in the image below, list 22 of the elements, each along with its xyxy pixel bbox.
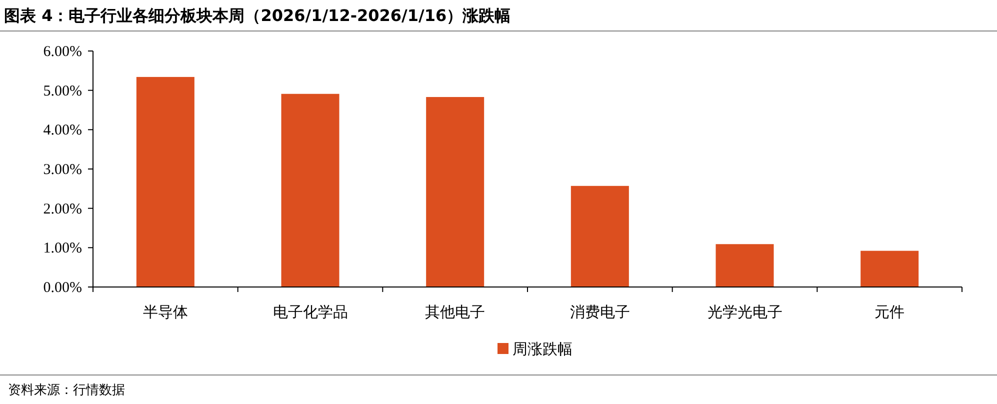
title: 图表 4：电子行业各细分板块本周（2026/1/12-2026/1/16）涨跌幅: [4, 6, 511, 25]
y-tick-label: 0.00%: [43, 280, 82, 296]
x-tick-label: 元件: [874, 303, 905, 321]
x-tick-label: 光学光电子: [707, 303, 782, 321]
bar: [281, 94, 340, 287]
x-tick-label: 电子化学品: [272, 303, 348, 321]
bar: [860, 250, 919, 287]
y-tick-label: 1.00%: [43, 240, 82, 257]
bar: [716, 244, 774, 287]
y-tick-label: 6.00%: [43, 44, 82, 60]
x-tick-label: 其他电子: [425, 303, 486, 321]
y-tick-label: 5.00%: [43, 83, 82, 100]
y-tick-label: 4.00%: [43, 122, 82, 139]
x-tick-label: 半导体: [142, 303, 188, 321]
bar: [570, 186, 629, 287]
text: 资料来源：行情数据: [8, 383, 125, 398]
y-tick-label: 3.00%: [43, 162, 82, 178]
bar: [426, 97, 484, 287]
legend-label: 周涨跌幅: [512, 340, 572, 358]
y-tick-label: 2.00%: [43, 201, 82, 218]
x-tick-label: 消费电子: [570, 303, 630, 321]
bar: [136, 76, 194, 287]
